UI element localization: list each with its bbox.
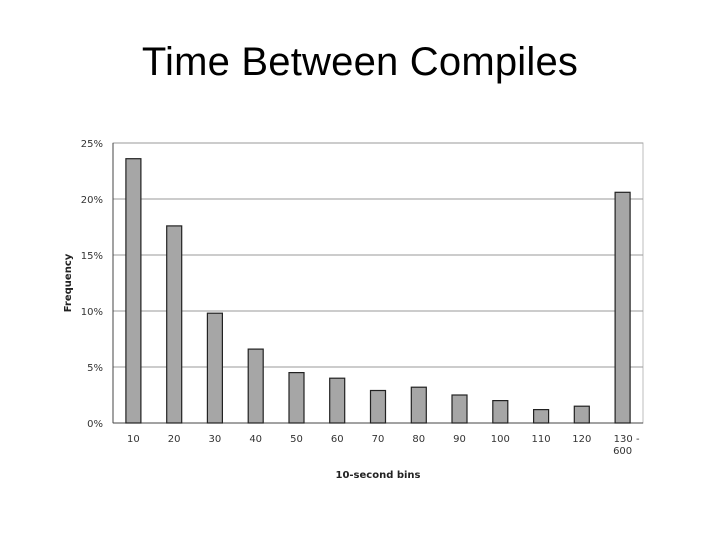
slide-title: Time Between Compiles <box>141 40 579 84</box>
x-tick-label: 100 <box>491 434 510 445</box>
y-tick-label: 25% <box>81 139 103 150</box>
x-tick-label: 50 <box>290 434 303 445</box>
x-tick-label: 120 <box>572 434 591 445</box>
x-tick-label: 40 <box>249 434 262 445</box>
x-tick-label: 70 <box>372 434 385 445</box>
bar-10 <box>125 158 142 424</box>
bar-110 <box>532 409 550 424</box>
bar-120 <box>573 405 590 424</box>
bar-70 <box>369 389 387 424</box>
bar-80 <box>410 386 427 424</box>
y-tick-label: 10% <box>81 307 103 318</box>
x-tick-label: 30 <box>209 434 222 445</box>
bar-100 <box>492 400 509 424</box>
bar-30 <box>206 312 223 424</box>
x-axis-title: 10-second bins <box>335 470 420 481</box>
bar-130-600 <box>614 191 631 424</box>
x-tick-label: 20 <box>168 434 181 445</box>
x-tick-label: 130 -600 <box>613 434 640 457</box>
x-tick-label: 110 <box>532 434 551 445</box>
y-tick-label: 0% <box>87 419 103 430</box>
y-tick-label: 15% <box>81 251 103 262</box>
bar-60 <box>329 377 346 424</box>
y-axis-title: Frequency <box>63 253 74 312</box>
x-tick-label: 60 <box>331 434 344 445</box>
bar-90 <box>451 394 468 424</box>
bar-40 <box>247 348 264 424</box>
bar-50 <box>288 372 305 424</box>
bar-20 <box>166 225 183 424</box>
x-tick-label: 80 <box>412 434 425 445</box>
y-tick-label: 20% <box>81 195 103 206</box>
plot-area-frame <box>112 142 644 424</box>
x-tick-label: 90 <box>453 434 466 445</box>
y-tick-label: 5% <box>87 363 103 374</box>
x-tick-label: 10 <box>127 434 140 445</box>
